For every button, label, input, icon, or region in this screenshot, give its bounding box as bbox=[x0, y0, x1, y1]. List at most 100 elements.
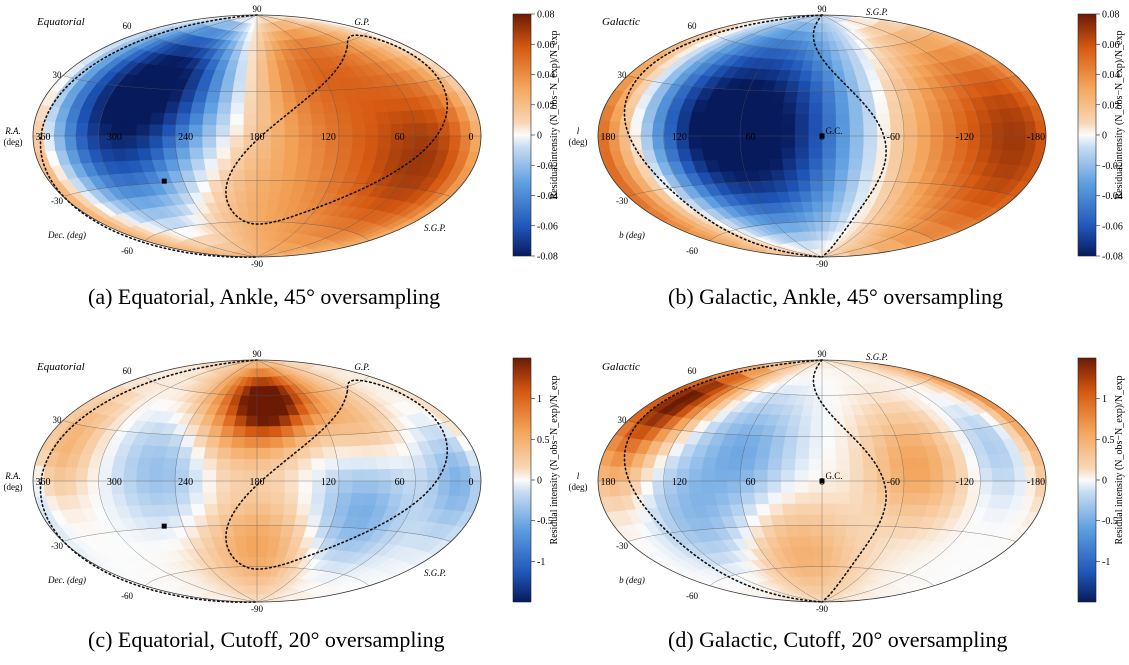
heatmap-cell bbox=[295, 503, 311, 516]
heatmap-cell bbox=[425, 480, 440, 495]
heatmap-cell bbox=[230, 91, 245, 103]
lon-tick-label: 300 bbox=[107, 477, 122, 488]
heatmap-cell bbox=[188, 147, 204, 160]
heatmap-cell bbox=[53, 135, 66, 151]
meridian-line bbox=[663, 14, 823, 258]
heatmap-cell bbox=[256, 113, 272, 126]
heatmap-cell bbox=[794, 447, 810, 459]
heatmap-cell bbox=[821, 566, 831, 577]
heatmap-cell bbox=[243, 169, 258, 181]
heatmap-cell bbox=[256, 415, 269, 427]
heatmap-cell bbox=[808, 169, 823, 181]
heatmap-cell bbox=[1013, 135, 1026, 151]
lon-tick-label: 360 bbox=[36, 132, 51, 143]
heatmap-cell bbox=[740, 112, 756, 125]
heatmap-cell bbox=[297, 124, 313, 137]
lon-axis-unit: (deg) bbox=[569, 482, 588, 492]
colorbar-title: Residual intensity (N_obs−N_exp)/N_exp bbox=[549, 376, 560, 545]
heatmap-cell bbox=[229, 480, 244, 493]
heatmap-cell bbox=[781, 158, 797, 171]
heatmap-cell bbox=[833, 425, 848, 438]
heatmap-cell bbox=[831, 59, 844, 71]
heatmap-cell bbox=[862, 124, 878, 137]
heatmap-cell bbox=[351, 135, 366, 149]
lat-tick-label: 60 bbox=[123, 21, 133, 31]
heatmap-cell bbox=[270, 480, 285, 493]
heatmap-cell bbox=[795, 514, 810, 526]
heatmap-cell bbox=[1001, 121, 1016, 137]
heatmap-cell bbox=[794, 480, 809, 493]
heatmap-cell bbox=[270, 491, 285, 504]
heatmap-cell bbox=[245, 190, 258, 202]
heatmap-cell bbox=[753, 492, 769, 505]
heatmap-cell bbox=[714, 492, 730, 506]
heatmap-cell bbox=[807, 113, 823, 126]
heatmap-cell bbox=[243, 102, 258, 115]
heatmap-cell bbox=[875, 492, 891, 505]
lon-axis-unit: (deg) bbox=[4, 482, 23, 492]
heatmap-cell bbox=[86, 467, 101, 482]
heatmap-cell bbox=[700, 468, 715, 482]
lon-tick-label: 240 bbox=[178, 132, 193, 143]
lat-tick-label: 90 bbox=[253, 349, 263, 359]
heatmap-cell bbox=[284, 135, 299, 148]
heatmap-cell bbox=[268, 425, 283, 438]
pole-label: S.G.P. bbox=[866, 352, 888, 362]
heatmap-cell bbox=[821, 556, 832, 567]
heatmap-cell bbox=[794, 124, 809, 137]
heatmap-cell bbox=[86, 135, 101, 150]
heatmap-cell bbox=[873, 158, 890, 171]
heatmap-cell bbox=[768, 503, 784, 516]
heatmap-cell bbox=[821, 514, 836, 526]
colorbar-tick-label: -0.04 bbox=[537, 191, 558, 202]
heatmap-cell bbox=[901, 492, 917, 505]
heatmap-cell bbox=[242, 113, 258, 126]
heatmap-cell bbox=[821, 201, 833, 212]
heatmap-cell bbox=[809, 180, 823, 192]
heatmap-cell bbox=[795, 436, 810, 448]
frame-title: Equatorial bbox=[36, 16, 85, 28]
frame-title: Galactic bbox=[602, 361, 640, 373]
heatmap-cell bbox=[929, 123, 944, 137]
pole-label: S.G.P. bbox=[866, 7, 888, 17]
heatmap-cell bbox=[782, 436, 798, 448]
heatmap-cell bbox=[282, 158, 298, 171]
heatmap-cell bbox=[377, 123, 392, 137]
colorbar-tick-label: -0.06 bbox=[537, 221, 558, 232]
heatmap-cell bbox=[875, 457, 891, 470]
lon-axis-name: R.A. bbox=[4, 471, 21, 481]
heatmap-cell bbox=[308, 101, 325, 114]
heatmap-cell bbox=[821, 40, 831, 51]
heatmap-cell bbox=[201, 491, 218, 505]
heatmap-cell bbox=[807, 146, 823, 159]
heatmap-cell bbox=[862, 469, 878, 482]
heatmap-cell bbox=[215, 124, 230, 137]
heatmap-cell bbox=[229, 113, 244, 126]
heatmap-cell bbox=[978, 122, 993, 137]
lon-tick-label: 0 bbox=[820, 477, 825, 488]
plane-label: G.P. bbox=[354, 17, 369, 27]
colorbar-0: 0.08 0.06 0.04 0.02 0 -0.02 -0.04 -0.06 -0.08 Res… bbox=[512, 10, 560, 263]
heatmap-cell bbox=[266, 546, 279, 558]
heatmap-cell bbox=[831, 404, 844, 416]
heatmap-cell bbox=[713, 135, 728, 149]
heatmap-cell bbox=[766, 112, 783, 126]
heatmap-cell bbox=[651, 480, 666, 495]
heatmap-cell bbox=[122, 468, 137, 482]
heatmap-cell bbox=[929, 468, 944, 482]
heatmap-cell bbox=[844, 180, 860, 192]
caption-a: (a) Equatorial, Ankle, 45° oversampling bbox=[88, 284, 441, 309]
heatmap-cell bbox=[821, 385, 831, 396]
lon-tick-label: 360 bbox=[36, 477, 51, 488]
heatmap-cell bbox=[448, 121, 461, 137]
colorbar-tick-label: 0.08 bbox=[537, 10, 555, 21]
heatmap-cell bbox=[270, 135, 285, 148]
plane-curve bbox=[623, 14, 887, 258]
lat-tick-label: 30 bbox=[618, 70, 628, 80]
heatmap-cell bbox=[821, 169, 836, 181]
heatmap-cell bbox=[835, 146, 850, 159]
heatmap-cell bbox=[256, 404, 268, 416]
heatmap-cell bbox=[242, 458, 258, 471]
heatmap-cell bbox=[229, 503, 245, 515]
